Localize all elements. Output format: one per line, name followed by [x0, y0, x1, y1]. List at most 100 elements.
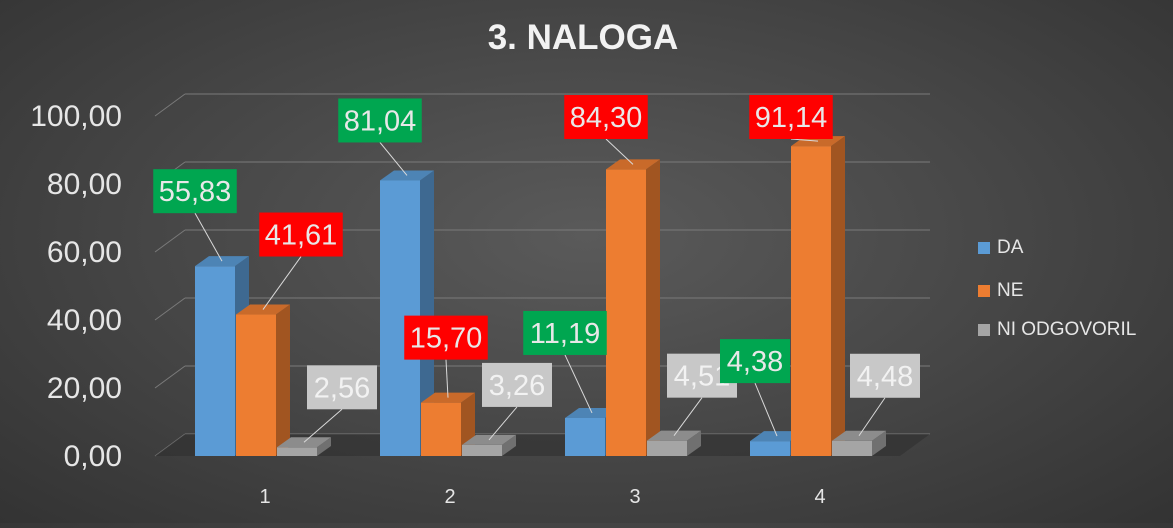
data-label-box [850, 353, 920, 398]
x-tick-label: 1 [259, 486, 270, 508]
y-tick-label: 80,00 [47, 168, 122, 201]
data-label-box [307, 365, 377, 410]
data-label-box [259, 212, 343, 257]
data-label-ni-odgovoril: 2,56 [303, 365, 377, 443]
y-tick-label: 20,00 [47, 372, 122, 405]
bar-front [606, 169, 646, 456]
data-label-text: 81,04 [344, 105, 417, 137]
data-label-ne: 84,30 [564, 95, 648, 165]
data-label-da: 4,38 [720, 339, 790, 437]
bar-side [317, 437, 331, 456]
data-label-box [564, 95, 648, 139]
data-label-text: 3,26 [489, 370, 545, 402]
chart-floor [155, 434, 930, 456]
data-label-ne: 41,61 [259, 212, 343, 310]
legend-item: NI ODGOVORIL [978, 319, 1136, 340]
data-label-text: 11,19 [530, 318, 600, 350]
leader-line [754, 382, 778, 437]
bar-front [236, 314, 276, 456]
y-tick-label: 100,00 [30, 100, 122, 133]
data-label-box [404, 315, 488, 360]
leader-line [379, 142, 408, 176]
data-label-box [523, 310, 607, 355]
y-axis-ticks: 0,00 20,00 40,00 60,00 80,00 100,00 [30, 100, 122, 473]
data-labels: 55,83 41,61 2,56 81,04 15,703,26 11,19 84,30 4,… [153, 95, 920, 443]
data-label-ni-odgovoril: 4,48 [850, 353, 920, 437]
data-label-ne: 15,70 [404, 315, 488, 398]
data-label-text: 41,61 [265, 220, 338, 252]
data-label-ne: 91,14 [749, 95, 833, 142]
legend-item: NE [978, 280, 1023, 301]
bar-ne [236, 304, 290, 456]
bar-front [277, 447, 317, 456]
legend-item: DA [978, 237, 1024, 258]
bar-ni-odgovoril [832, 430, 886, 456]
gridline-side [154, 365, 186, 389]
y-tick-label: 40,00 [47, 304, 122, 337]
bar-side [687, 430, 701, 456]
leader-line [858, 397, 886, 437]
data-label-da: 11,19 [523, 310, 607, 414]
x-axis-ticks: 1 2 3 4 [259, 486, 825, 508]
chart-title: 3. NALOGA [488, 18, 679, 57]
data-label-box [153, 169, 237, 214]
data-label-text: 84,30 [570, 102, 643, 134]
floor-plane [155, 434, 930, 456]
bar-front [832, 440, 872, 456]
bar-front [647, 440, 687, 456]
bar-ne [606, 159, 660, 456]
bar-side [276, 304, 290, 456]
data-label-da: 81,04 [338, 98, 422, 176]
leader-line [445, 359, 449, 398]
bar-side [646, 159, 660, 456]
leader-line [605, 138, 634, 165]
y-tick-label: 0,00 [64, 440, 122, 473]
bar-front [791, 146, 831, 456]
legend-label: DA [997, 237, 1024, 258]
x-tick-label: 4 [814, 486, 825, 508]
legend-label: NE [997, 280, 1023, 301]
bar-front [750, 441, 790, 456]
data-label-text: 4,48 [857, 361, 913, 393]
bar-side [831, 136, 845, 456]
gridline-side [154, 93, 186, 117]
bar-front [565, 417, 605, 456]
leader-line [488, 406, 518, 441]
legend: DA NE NI ODGOVORIL [978, 237, 1136, 340]
bars [195, 136, 886, 457]
bar-side [502, 434, 516, 456]
bar-side [872, 430, 886, 456]
bar-front [421, 402, 461, 456]
legend-swatch [978, 324, 990, 336]
leader-line [303, 408, 343, 443]
legend-label: NI ODGOVORIL [997, 319, 1136, 340]
leader-line [194, 212, 223, 262]
data-label-text: 2,56 [314, 372, 370, 404]
leader-line [262, 256, 302, 310]
data-label-text: 4,38 [727, 346, 783, 378]
y-tick-label: 60,00 [47, 236, 122, 269]
data-label-ni-odgovoril: 3,26 [482, 362, 552, 441]
data-label-text: 55,83 [159, 176, 232, 208]
legend-swatch [978, 242, 990, 254]
data-label-box [482, 362, 552, 407]
bar-side [420, 170, 434, 457]
bar-ne [791, 136, 845, 456]
data-label-da: 55,83 [153, 169, 237, 262]
x-tick-label: 2 [444, 486, 455, 508]
leader-line [564, 354, 593, 414]
data-label-text: 15,70 [410, 323, 483, 355]
bar-front [195, 266, 235, 456]
gridline-side [154, 229, 186, 253]
data-label-box [749, 95, 833, 139]
leader-line [790, 138, 819, 142]
bar-front [462, 444, 502, 456]
bar-ne [421, 392, 475, 456]
data-label-box [338, 98, 422, 143]
data-label-box [720, 339, 790, 384]
leader-line [673, 397, 703, 436]
x-tick-label: 3 [629, 486, 640, 508]
gridline-side [154, 297, 186, 321]
